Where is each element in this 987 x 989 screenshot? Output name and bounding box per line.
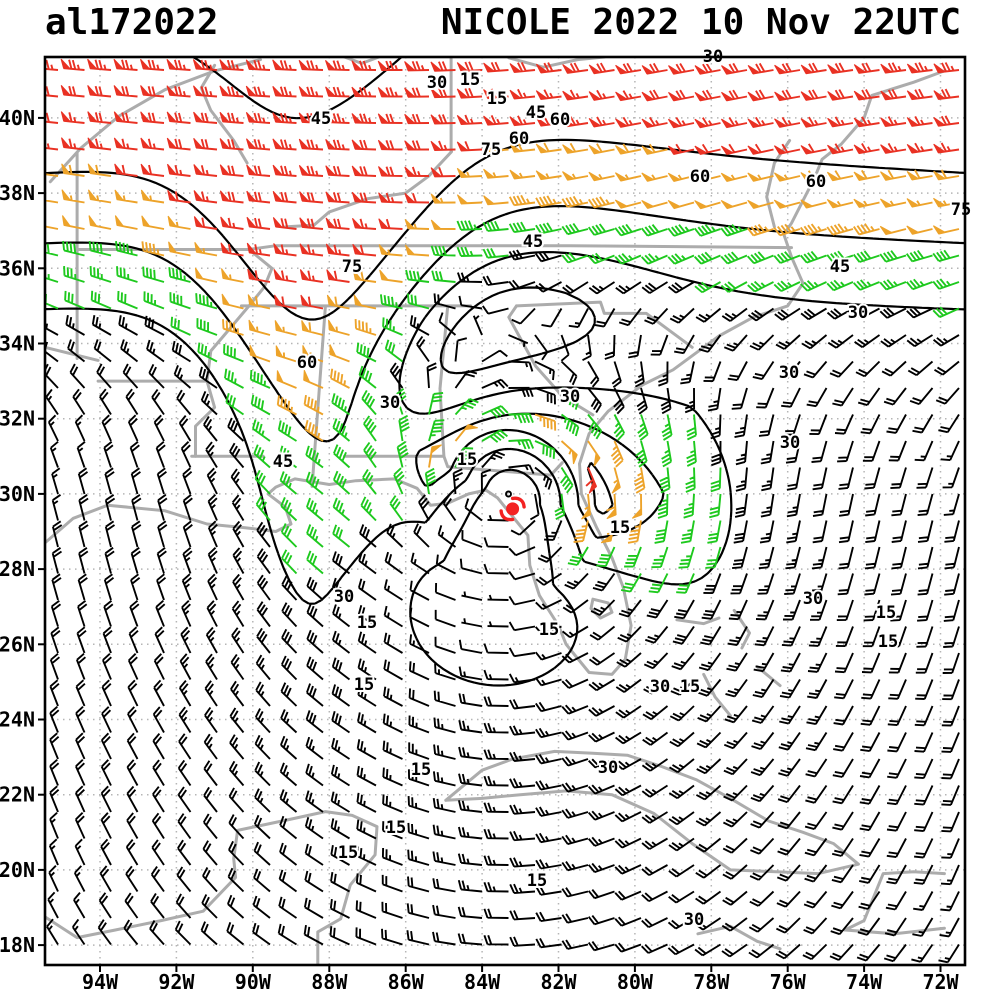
isotach-label: 30 [598,758,618,778]
isotach-label: 30 [560,387,580,407]
lat-tick-label: 30N [0,482,35,506]
isotach-label: 15 [460,70,480,90]
wind-barbs-orange [45,141,960,544]
lon-tick-label: 76W [770,970,807,989]
lon-tick-label: 84W [464,970,501,989]
isotach-label: 15 [411,760,431,780]
isotach-label: 30 [779,363,799,383]
isotach-label: 15 [876,603,896,623]
isotach-label: 15 [354,675,374,695]
storm-id-label: al172022 [45,2,219,43]
lat-tick-label: 34N [0,332,35,356]
lon-tick-label: 86W [388,970,425,989]
lat-tick-label: 26N [0,632,35,656]
wind-barbs-green [45,220,960,594]
lon-tick-label: 90W [235,970,272,989]
storm-spiral-arms [499,496,526,522]
wind-barbs-red [45,59,960,488]
lon-tick-label: 72W [922,970,959,989]
lon-tick-label: 82W [540,970,577,989]
isotach-label: 30 [780,433,800,453]
isotach-label: 15 [357,613,377,633]
axes: 18N 20N 22N 24N 26N 28N 30N 32N 34N 36N 38N 40N 94W 9… [0,55,967,989]
isotach-label: 15 [610,518,630,538]
isotach-contours [45,57,965,687]
lat-tick-label: 28N [0,557,35,581]
chart-header: al172022 NICOLE 2022 10 Nov 22UTC [0,2,987,43]
isotach-label: 45 [523,232,543,252]
lon-tick-label: 94W [82,970,119,989]
lat-tick-label: 40N [0,106,35,130]
lon-tick-label: 88W [311,970,348,989]
lat-tick-label: 36N [0,256,35,280]
isotach-label: 15 [680,677,700,697]
isotach-label: 15 [457,450,477,470]
isotach-label: 15 [878,632,898,652]
isotach-label: 45 [311,109,331,129]
isotach-label: 30 [848,303,868,323]
isotach-label: 45 [830,257,850,277]
isotach-label: 75 [342,257,362,277]
lat-tick-label: 20N [0,858,35,882]
wind-barbs-black [45,249,960,964]
lon-tick-label: 74W [846,970,883,989]
lon-tick-label: 78W [693,970,730,989]
isotach-label: 60 [509,129,529,149]
isotach-label: 30 [684,910,704,930]
isotach-label: 30 [380,393,400,413]
isotach-label: 60 [690,167,710,187]
isotach-label: 30 [334,587,354,607]
lat-tick-label: 24N [0,708,35,732]
isotach-label: 60 [297,353,317,373]
isotach-label: 60 [806,172,826,192]
wind-barbs [45,58,960,964]
isotach-label: 75 [481,140,501,160]
lon-tick-label: 92W [158,970,195,989]
isotach-label: 15 [539,620,559,640]
isotach-label: 15 [338,843,358,863]
chart-title: NICOLE 2022 10 Nov 22UTC [440,2,961,43]
wind-barb-pennants-orange [61,142,947,544]
lat-tick-label: 38N [0,181,35,205]
wind-barb-pennants-red [60,58,947,494]
lat-tick-label: 18N [0,933,35,957]
storm-center-marker [499,496,526,522]
isotach-label: 30 [803,589,823,609]
isotach-label: 45 [273,452,293,472]
isotach-label: 30 [427,73,447,93]
plot-border [43,55,967,967]
isotach-label: 60 [550,110,570,130]
lon-tick-label: 80W [617,970,654,989]
isotach-label: 15 [487,89,507,109]
isotach-label: 45 [526,103,546,123]
isotach-label: 75 [951,200,971,220]
isotach-label: 15 [527,871,547,891]
isotach-label: 15 [386,818,406,838]
lat-tick-label: 32N [0,407,35,431]
isotach-label: 30 [650,677,670,697]
lat-tick-label: 22N [0,783,35,807]
